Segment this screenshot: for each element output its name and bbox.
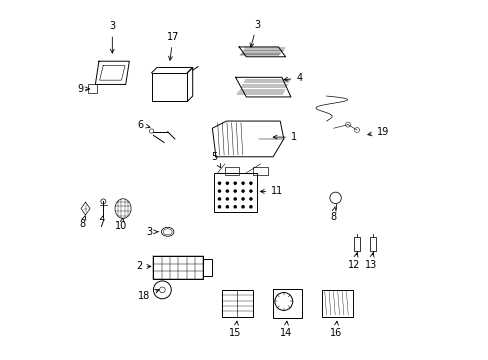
Text: 5: 5 bbox=[211, 152, 221, 168]
Circle shape bbox=[218, 198, 220, 200]
Text: 2: 2 bbox=[136, 261, 150, 271]
Bar bbox=[272, 289, 301, 318]
Circle shape bbox=[218, 182, 220, 184]
Text: 8: 8 bbox=[79, 216, 85, 229]
Circle shape bbox=[249, 182, 251, 184]
Bar bbox=[224, 167, 239, 175]
Text: 13: 13 bbox=[364, 253, 376, 270]
Text: 9: 9 bbox=[77, 84, 89, 94]
Text: 6: 6 bbox=[138, 120, 150, 130]
Bar bbox=[353, 237, 359, 251]
Text: 14: 14 bbox=[279, 321, 291, 338]
Text: 19: 19 bbox=[367, 127, 388, 137]
Bar bbox=[153, 256, 203, 279]
Circle shape bbox=[249, 206, 251, 208]
Text: 10: 10 bbox=[115, 218, 127, 231]
Text: 11: 11 bbox=[260, 186, 283, 197]
Text: 17: 17 bbox=[166, 32, 179, 60]
Text: 16: 16 bbox=[329, 321, 341, 338]
Text: 4: 4 bbox=[284, 73, 302, 83]
Text: 3: 3 bbox=[109, 21, 115, 53]
Bar bbox=[214, 173, 257, 212]
Bar bbox=[203, 260, 212, 275]
Bar bbox=[253, 167, 267, 175]
Bar bbox=[88, 85, 97, 93]
Text: 15: 15 bbox=[229, 321, 241, 338]
Circle shape bbox=[234, 198, 236, 200]
Circle shape bbox=[242, 182, 244, 184]
Text: 7: 7 bbox=[98, 216, 104, 229]
Circle shape bbox=[226, 190, 228, 192]
Text: 1: 1 bbox=[273, 132, 296, 142]
Circle shape bbox=[226, 206, 228, 208]
Bar bbox=[322, 290, 352, 317]
Text: 8: 8 bbox=[329, 207, 335, 222]
Circle shape bbox=[242, 198, 244, 200]
Bar bbox=[222, 290, 252, 317]
Circle shape bbox=[218, 206, 220, 208]
Circle shape bbox=[234, 182, 236, 184]
Circle shape bbox=[226, 182, 228, 184]
Bar bbox=[369, 237, 375, 251]
Circle shape bbox=[234, 206, 236, 208]
Circle shape bbox=[234, 190, 236, 192]
Text: 18: 18 bbox=[138, 289, 159, 301]
Circle shape bbox=[242, 190, 244, 192]
Text: 12: 12 bbox=[347, 253, 360, 270]
Text: 3: 3 bbox=[146, 227, 158, 237]
Circle shape bbox=[242, 206, 244, 208]
Circle shape bbox=[218, 190, 220, 192]
Text: 3: 3 bbox=[249, 19, 260, 47]
Circle shape bbox=[249, 198, 251, 200]
Circle shape bbox=[249, 190, 251, 192]
Circle shape bbox=[226, 198, 228, 200]
